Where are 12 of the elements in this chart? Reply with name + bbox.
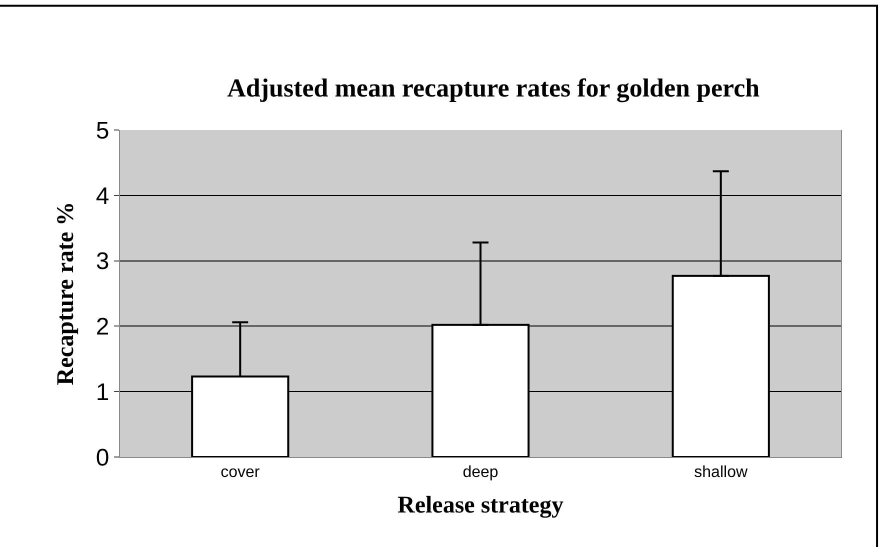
y-tick-label: 5 xyxy=(96,117,110,144)
y-tick-label: 3 xyxy=(96,248,110,276)
y-tick-label: 0 xyxy=(96,444,110,472)
x-tick-label: deep xyxy=(462,464,498,482)
chart-title: Adjusted mean recapture rates for golden perch xyxy=(227,74,760,103)
y-tick-label: 2 xyxy=(96,314,110,341)
y-axis-title: Recapture rate % xyxy=(52,202,79,386)
x-axis-title: Release strategy xyxy=(398,492,564,518)
x-tick-label: shallow xyxy=(694,464,748,482)
x-tick-label: cover xyxy=(220,464,260,482)
y-tick-label: 4 xyxy=(96,182,110,210)
y-tick-label: 1 xyxy=(96,379,110,406)
